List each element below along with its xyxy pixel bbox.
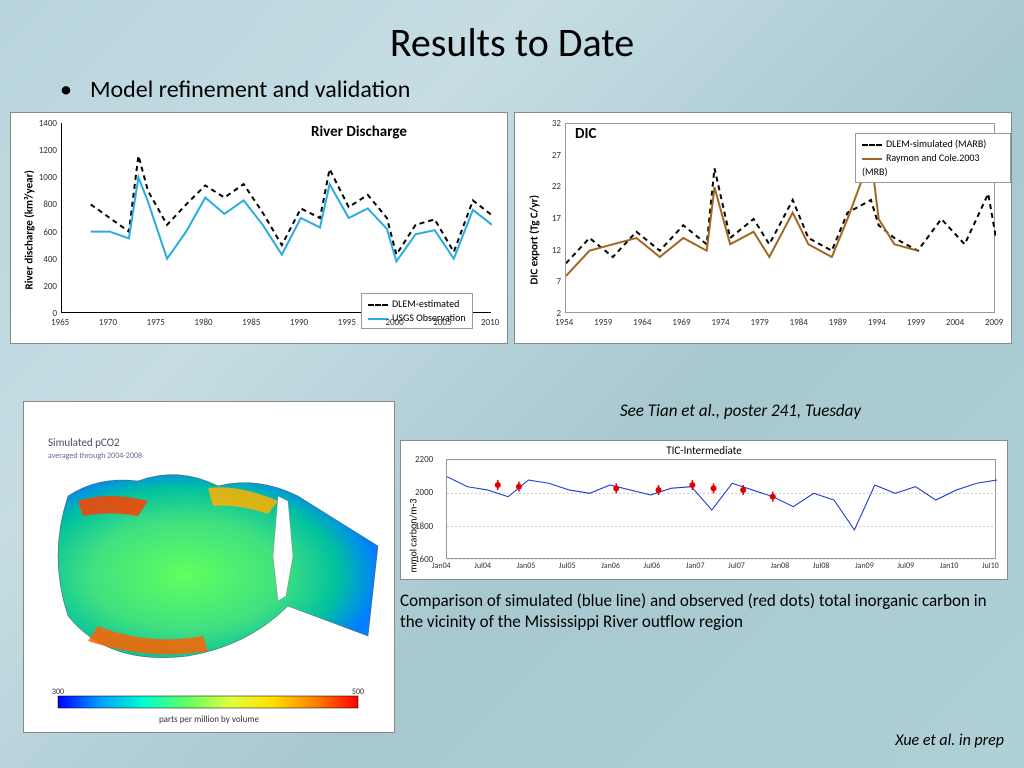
slide-subtitle: •Model refinement and validation <box>0 67 1024 104</box>
bullet: • <box>60 75 90 104</box>
reference-text: See Tian et al., poster 241, Tuesday <box>620 400 861 421</box>
subtitle-text: Model refinement and validation <box>90 75 410 104</box>
river-discharge-chart: River Discharge River discharge (km³/yea… <box>10 112 508 344</box>
chart2-legend: DLEM-simulated (MARB)Raymon and Cole.200… <box>855 133 1011 183</box>
svg-text:parts per million by volume: parts per million by volume <box>159 714 260 725</box>
top-chart-row: River Discharge River discharge (km³/yea… <box>0 104 1024 344</box>
svg-text:averaged through 2004-2008: averaged through 2004-2008 <box>48 451 142 461</box>
lower-right-block: TIC-Intermediate mmol carbon/m-3 Jan04Ju… <box>400 440 1012 633</box>
citation: Xue et al. in prep <box>895 731 1004 750</box>
slide-title: Results to Date <box>0 0 1024 67</box>
chart3-title: TIC-Intermediate <box>666 444 741 457</box>
chart3-plot <box>446 459 996 559</box>
chart1-plot <box>61 123 491 313</box>
svg-text:300: 300 <box>52 687 64 697</box>
svg-text:Simulated pCO2: Simulated pCO2 <box>48 436 120 449</box>
pco2-map: Simulated pCO2 averaged through 2004-2008… <box>24 402 394 732</box>
dic-chart: DIC DIC export (Tg C/yr) DLEM-simulated … <box>514 112 1012 344</box>
svg-text:500: 500 <box>352 687 364 697</box>
tic-chart: TIC-Intermediate mmol carbon/m-3 Jan04Ju… <box>400 440 1008 580</box>
caption-text: Comparison of simulated (blue line) and … <box>400 580 1012 633</box>
chart1-legend: DLEM-estimatedUSGS Observation <box>361 293 473 329</box>
